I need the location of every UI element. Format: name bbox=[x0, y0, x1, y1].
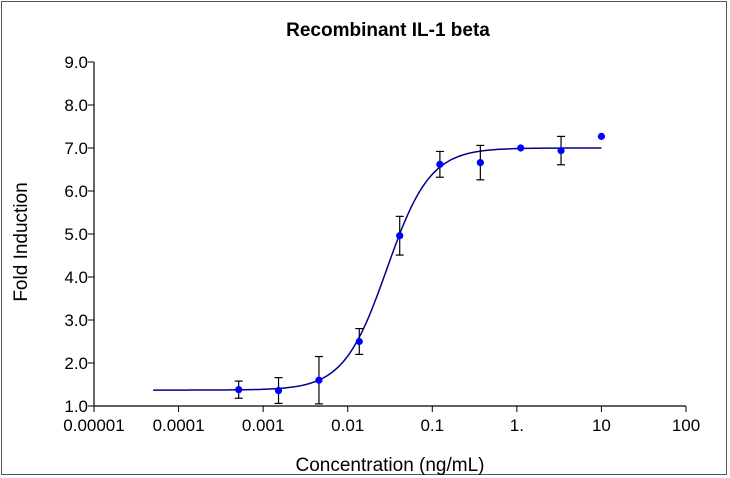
data-point bbox=[557, 146, 565, 155]
y-tick-label: 9.0 bbox=[64, 53, 88, 72]
point-layer bbox=[235, 132, 606, 395]
axes bbox=[93, 62, 686, 407]
x-tick-label: 10 bbox=[592, 416, 611, 435]
data-point bbox=[597, 132, 606, 140]
data-point bbox=[476, 159, 484, 167]
data-point bbox=[235, 386, 243, 394]
x-tick-label: 0.001 bbox=[242, 416, 285, 435]
y-tick-label: 4.0 bbox=[64, 268, 88, 287]
x-tick-label: 0.00001 bbox=[63, 416, 124, 435]
data-point bbox=[396, 232, 404, 240]
y-tick-label: 7.0 bbox=[64, 139, 88, 158]
x-tick-label: 1. bbox=[510, 416, 524, 435]
chart-title: Recombinant IL-1 beta bbox=[286, 20, 490, 41]
data-point bbox=[315, 376, 323, 384]
fit-curve bbox=[153, 147, 602, 391]
x-tick-label: 0.01 bbox=[331, 416, 364, 435]
y-tick-label: 6.0 bbox=[64, 182, 88, 201]
x-tick-label: 100 bbox=[672, 416, 700, 435]
x-tick-label: 0.0001 bbox=[153, 416, 205, 435]
y-tick-label: 2.0 bbox=[64, 354, 88, 373]
y-tick-label: 1.0 bbox=[64, 397, 88, 416]
x-tick-label: 0.1 bbox=[420, 416, 444, 435]
y-axis-label: Fold Induction bbox=[11, 182, 32, 301]
y-tick-label: 5.0 bbox=[64, 225, 88, 244]
data-point bbox=[436, 160, 444, 168]
y-tick-label: 8.0 bbox=[64, 96, 88, 115]
error-bar-layer bbox=[234, 135, 566, 405]
data-point bbox=[355, 337, 363, 346]
x-axis-label: Concentration (ng/mL) bbox=[295, 455, 484, 476]
data-point bbox=[517, 144, 525, 152]
tick-group: 1.0 2.0 3.0 4.0 5.0 6.0 7.0 8.0 9.0 0.00001 0.0001… bbox=[63, 53, 700, 435]
y-tick-label: 3.0 bbox=[64, 311, 88, 330]
fit-curve-layer bbox=[153, 147, 602, 391]
data-point bbox=[274, 386, 283, 395]
